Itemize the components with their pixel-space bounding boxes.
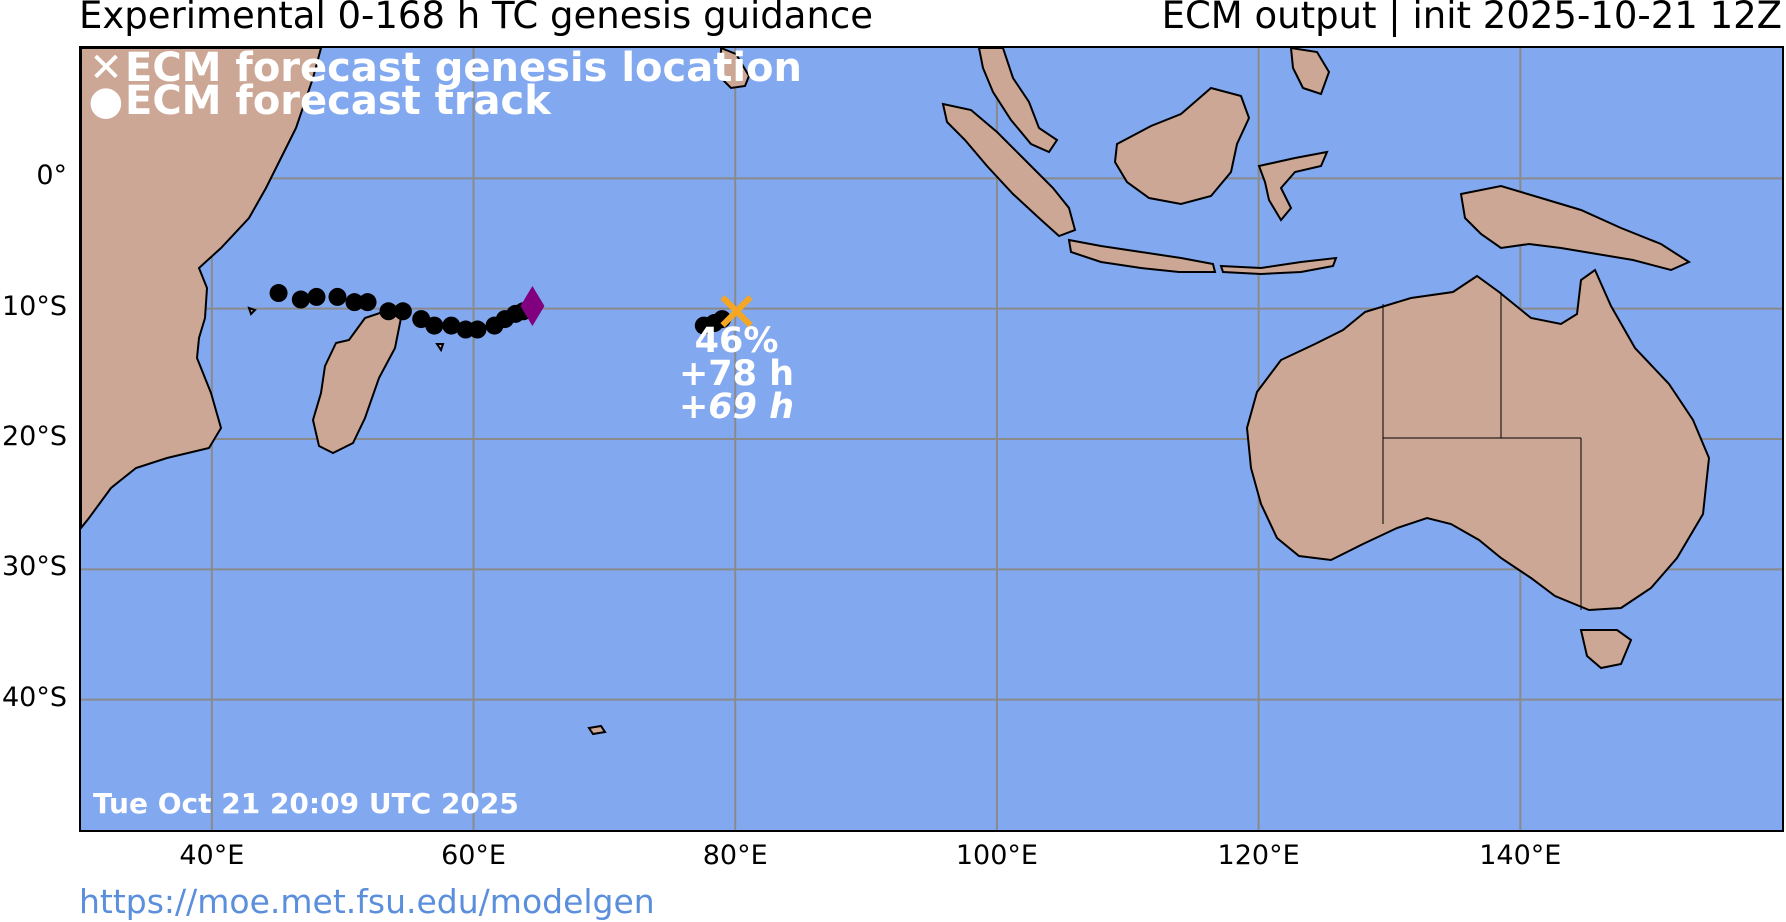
- land-madagascar: [311, 308, 403, 455]
- track-point: [358, 293, 377, 312]
- land-tasmania: [1579, 629, 1633, 670]
- lon-tick-label: 100°E: [955, 840, 1038, 871]
- land-java: [1067, 238, 1217, 273]
- track-point: [328, 287, 347, 306]
- land-borneo: [1113, 86, 1251, 206]
- lon-tick-label: 80°E: [702, 840, 768, 871]
- source-link[interactable]: https://moe.met.fsu.edu/modelgen: [79, 882, 655, 921]
- land-africa: [81, 48, 323, 530]
- track-point: [393, 302, 412, 321]
- legend-track-label: ECM forecast track: [125, 78, 551, 124]
- lat-tick-label: 0°: [36, 160, 67, 192]
- lead-time-alt: +69 h: [678, 387, 795, 428]
- legend-track: ●ECM forecast track: [87, 78, 802, 124]
- track-layer: [269, 284, 753, 339]
- track-point: [425, 316, 444, 335]
- lead-time: +78 h: [678, 354, 795, 395]
- track-point: [307, 287, 326, 306]
- track-point: [442, 316, 461, 335]
- map-legend: ✕ECM forecast genesis location ●ECM fore…: [87, 46, 802, 124]
- model-init-label: ECM output | init 2025-10-21 12Z: [1161, 0, 1782, 37]
- generation-timestamp: Tue Oct 21 20:09 UTC 2025: [93, 787, 519, 820]
- dot-marker-icon: ●: [88, 78, 124, 124]
- land-sumatra: [941, 102, 1077, 238]
- land-malay-peninsula: [977, 48, 1059, 154]
- track-point: [291, 290, 310, 309]
- land-australia: [1245, 268, 1711, 612]
- lat-tick-label: 40°S: [2, 681, 67, 713]
- lon-tick-label: 120°E: [1217, 840, 1300, 871]
- lon-tick-label: 140°E: [1479, 840, 1562, 871]
- track-point: [269, 284, 288, 303]
- storm-annotation: 46% +78 h +69 h: [678, 321, 795, 428]
- land-new-guinea: [1459, 184, 1692, 272]
- legend-genesis-label: ECM forecast genesis location: [125, 46, 803, 91]
- x-marker-icon: ✕: [89, 46, 123, 91]
- map-panel[interactable]: ✕ECM forecast genesis location ●ECM fore…: [79, 46, 1784, 832]
- land-philippines: [1289, 48, 1331, 96]
- chart-title: Experimental 0-168 h TC genesis guidance: [79, 0, 874, 37]
- lon-tick-label: 40°E: [179, 840, 245, 871]
- land-sulawesi: [1257, 150, 1329, 222]
- lat-tick-label: 10°S: [2, 290, 67, 322]
- land-small-islands: [247, 306, 607, 736]
- map-canvas: [81, 48, 1782, 830]
- track-point: [468, 320, 487, 339]
- genesis-probability: 46%: [694, 321, 779, 362]
- lon-tick-label: 60°E: [441, 840, 506, 871]
- genesis-diamond-marker: [520, 286, 545, 327]
- legend-genesis: ✕ECM forecast genesis location: [87, 46, 802, 91]
- land-layer: [81, 48, 1711, 736]
- genesis-x-marker: [720, 295, 753, 328]
- lat-tick-label: 30°S: [2, 551, 67, 583]
- track-point: [345, 293, 364, 312]
- lat-tick-label: 20°S: [2, 421, 67, 452]
- track-point: [379, 302, 398, 321]
- border-lines: [1382, 292, 1582, 610]
- land-sri-lanka: [720, 48, 751, 90]
- land-lesser-sunda: [1219, 256, 1338, 276]
